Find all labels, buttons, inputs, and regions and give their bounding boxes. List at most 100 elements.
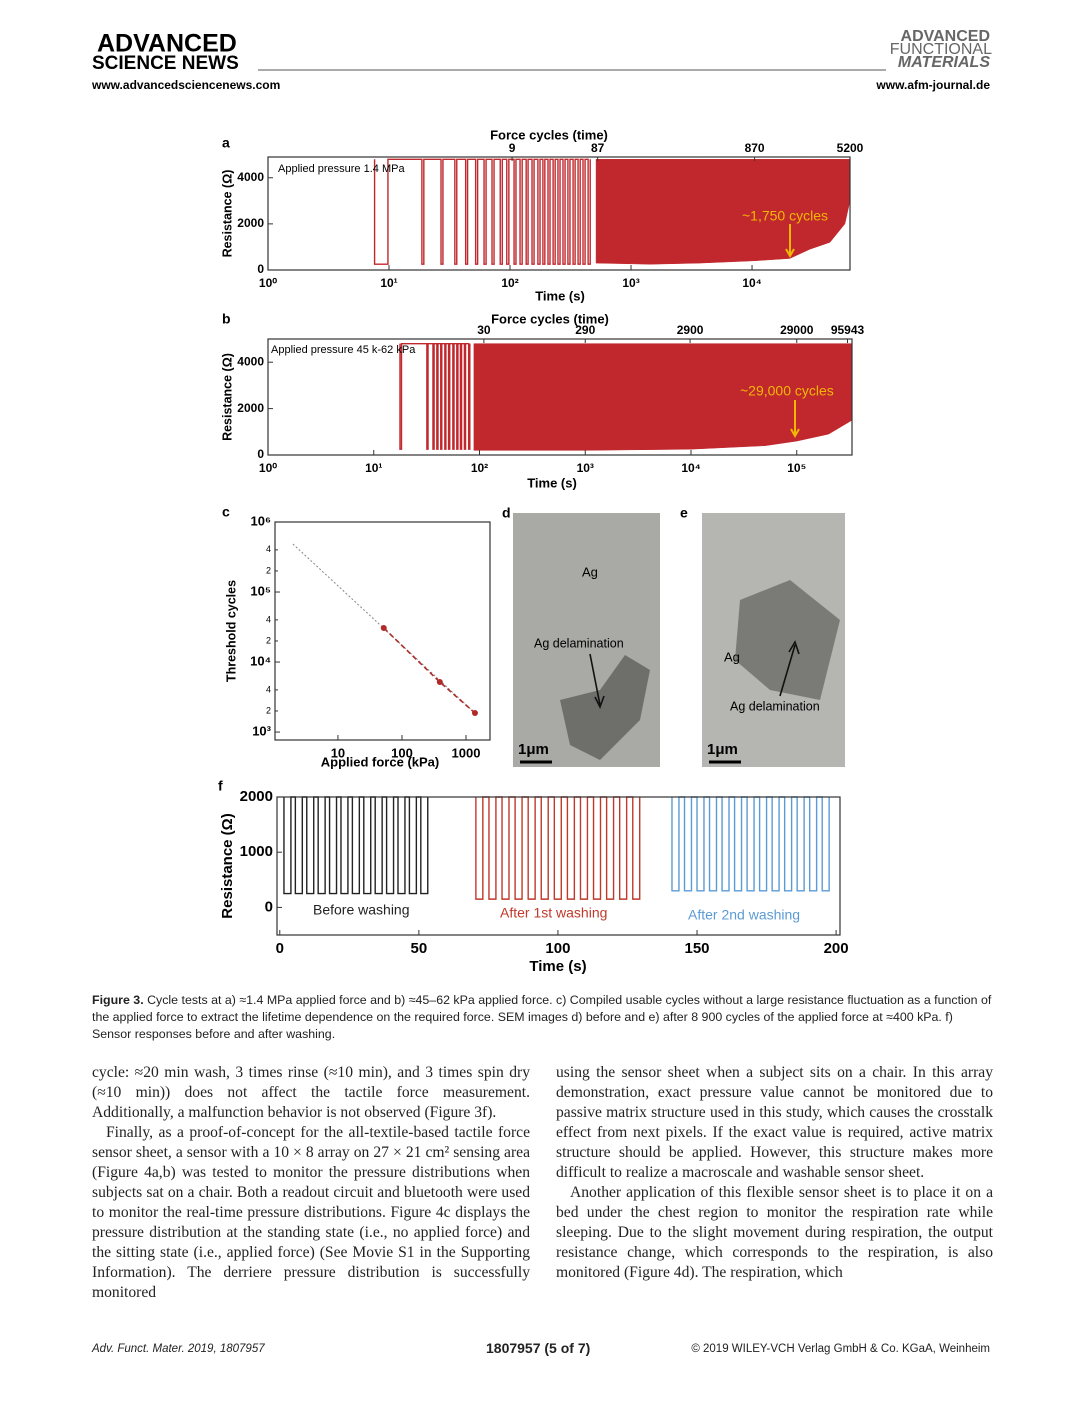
signal-line — [283, 796, 429, 895]
y-tick-label: 4 — [266, 684, 271, 694]
y-axis-title: Threshold cycles — [224, 580, 238, 682]
publisher-url: www.advancedsciencenews.com — [91, 78, 280, 92]
top-tick-label: 29000 — [780, 323, 814, 337]
y-tick-label: 10⁵ — [250, 583, 271, 598]
text-column: using the sensor sheet when a subject si… — [556, 1063, 993, 1283]
panel-letter: b — [222, 311, 231, 327]
x-tick-label: 1000 — [452, 745, 481, 760]
panel-letter: d — [502, 505, 511, 521]
y-tick-label: 2 — [266, 635, 271, 645]
top-axis-title: Force cycles (time) — [490, 127, 608, 142]
panel-letter: f — [218, 778, 223, 794]
y-tick-label: 2 — [266, 565, 271, 575]
image-label: Ag delamination — [730, 699, 820, 713]
paragraph: Another application of this flexible sen… — [556, 1184, 993, 1281]
plot-frame — [276, 796, 841, 936]
x-axis-title: Time (s) — [535, 288, 585, 303]
x-tick-label: 10² — [501, 276, 518, 290]
plot-frame — [267, 338, 853, 456]
x-tick-label: 10⁴ — [742, 276, 761, 290]
y-tick-label: 0 — [257, 262, 264, 276]
x-tick-label: 10³ — [577, 461, 594, 475]
y-tick-label: 1000 — [240, 843, 273, 860]
x-axis-title: Applied force (kPa) — [321, 754, 439, 769]
data-point — [471, 710, 478, 717]
caption-label: Figure 3. — [92, 993, 144, 1007]
data-point — [436, 679, 443, 686]
paragraph: Finally, as a proof-of-concept for the a… — [92, 1124, 530, 1301]
y-tick-label: 0 — [265, 898, 273, 915]
y-tick-label: 0 — [257, 447, 264, 461]
footer-journal: Adv. Funct. Mater. 2019, 1807957 — [92, 1343, 265, 1355]
top-tick-label: 30 — [477, 323, 491, 337]
top-tick-label: 5200 — [837, 141, 864, 155]
series-label: Before washing — [313, 902, 410, 918]
signal-line — [475, 796, 641, 900]
journal-title: MATERIALS — [898, 54, 990, 71]
paragraph: using the sensor sheet when a subject si… — [556, 1064, 993, 1181]
annotation: Applied pressure 45 k-62 kPa — [271, 344, 416, 356]
x-tick-label: 10⁴ — [681, 461, 700, 475]
x-tick-label: 10⁰ — [259, 276, 277, 290]
caption-text: Cycle tests at a) ≈1.4 MPa applied force… — [92, 993, 992, 1041]
y-axis-title: Resistance (Ω) — [220, 170, 234, 258]
x-tick-label: 10 — [331, 745, 345, 760]
callout-label: ~1,750 cycles — [742, 208, 828, 224]
signal-line — [373, 158, 591, 265]
series-label: After 2nd washing — [688, 907, 800, 923]
figure-caption: Figure 3. Cycle tests at a) ≈1.4 MPa app… — [92, 992, 993, 1043]
journal-url: www.afm-journal.de — [875, 78, 990, 92]
top-tick-label: 2900 — [677, 323, 704, 337]
plot-frame — [274, 521, 491, 741]
y-tick-label: 4000 — [237, 170, 264, 184]
y-tick-label: 2000 — [240, 788, 273, 805]
x-tick-label: 10¹ — [365, 461, 382, 475]
y-tick-label: 2000 — [237, 216, 264, 230]
plot-frame — [267, 156, 851, 271]
y-axis-title: Resistance (Ω) — [219, 813, 236, 918]
arrow — [589, 653, 605, 710]
x-tick-label: 10² — [471, 461, 488, 475]
text-column: cycle: ≈20 min wash, 3 times rinse (≈10 … — [92, 1063, 530, 1303]
footer-copyright: © 2019 WILEY-VCH Verlag GmbH & Co. KGaA,… — [691, 1343, 990, 1355]
x-tick-label: 10⁵ — [787, 461, 806, 475]
top-tick-label: 95943 — [831, 323, 865, 337]
x-tick-label: 10¹ — [380, 276, 397, 290]
x-tick-label: 50 — [411, 940, 428, 957]
y-tick-label: 2 — [266, 705, 271, 715]
delamination-region — [560, 655, 650, 760]
top-tick-label: 9 — [509, 141, 516, 155]
publisher-title: SCIENCE NEWS — [92, 53, 239, 74]
top-axis-title: Force cycles (time) — [491, 311, 609, 326]
x-axis-title: Time (s) — [529, 958, 586, 975]
x-tick-label: 100 — [391, 745, 413, 760]
scale-bar-label: 1μm — [707, 741, 738, 758]
panel-letter: c — [222, 504, 230, 520]
delamination-region — [735, 580, 840, 700]
publisher-title: ADVANCED — [97, 30, 237, 58]
y-tick-label: 10⁴ — [250, 653, 271, 668]
y-tick-label: 4 — [266, 614, 271, 624]
scale-bar-label: 1μm — [518, 741, 549, 758]
y-tick-label: 4000 — [237, 354, 264, 368]
x-tick-label: 200 — [824, 940, 849, 957]
image-label: Ag delamination — [534, 636, 624, 650]
y-tick-label: 4 — [266, 544, 271, 554]
y-tick-label: 10³ — [252, 723, 271, 738]
journal-title: ADVANCED — [901, 28, 990, 45]
arrow — [779, 640, 800, 697]
top-tick-label: 290 — [575, 323, 595, 337]
y-tick-label: 10⁶ — [251, 513, 271, 528]
top-tick-label: 87 — [591, 141, 605, 155]
data-point — [380, 625, 387, 632]
panel-letter: a — [222, 135, 230, 151]
x-tick-label: 0 — [276, 940, 284, 957]
top-tick-label: 870 — [745, 141, 765, 155]
annotation: Applied pressure 1.4 MPa — [278, 163, 405, 175]
footer-page: 1807957 (5 of 7) — [486, 1340, 591, 1356]
series-label: After 1st washing — [500, 905, 607, 921]
signal-line — [671, 796, 830, 892]
callout-label: ~29,000 cycles — [740, 383, 834, 399]
